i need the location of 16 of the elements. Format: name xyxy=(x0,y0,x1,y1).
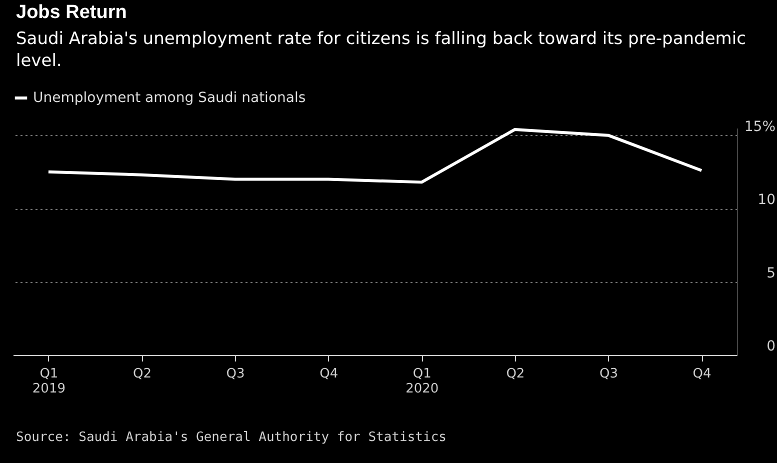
x-tick-label: Q4 xyxy=(320,366,338,382)
y-tick-label: 10 xyxy=(758,192,776,208)
chart-subtitle: Saudi Arabia's unemployment rate for citizens is falling back toward its pre-pandemic level. xyxy=(16,28,747,72)
y-tick-label: 15% xyxy=(744,118,776,135)
x-tick-label: Q1 2019 xyxy=(32,366,66,396)
x-tick-label: Q2 xyxy=(132,366,152,382)
y-tick-label: 5 xyxy=(766,265,776,282)
x-tick-label: Q1 2020 xyxy=(406,366,439,396)
legend-label: Unemployment among Saudi nationals xyxy=(33,90,306,106)
y-tick-label: 0 xyxy=(766,338,776,354)
x-tick-label: Q3 xyxy=(599,366,618,382)
x-tick-label: Q3 xyxy=(226,366,245,382)
chart-title: Jobs Return xyxy=(16,2,127,24)
x-tick-label: Q4 xyxy=(692,366,712,382)
x-tick-label: Q2 xyxy=(506,366,525,382)
source-note: Source: Saudi Arabia's General Authority for Statistics xyxy=(16,430,446,445)
